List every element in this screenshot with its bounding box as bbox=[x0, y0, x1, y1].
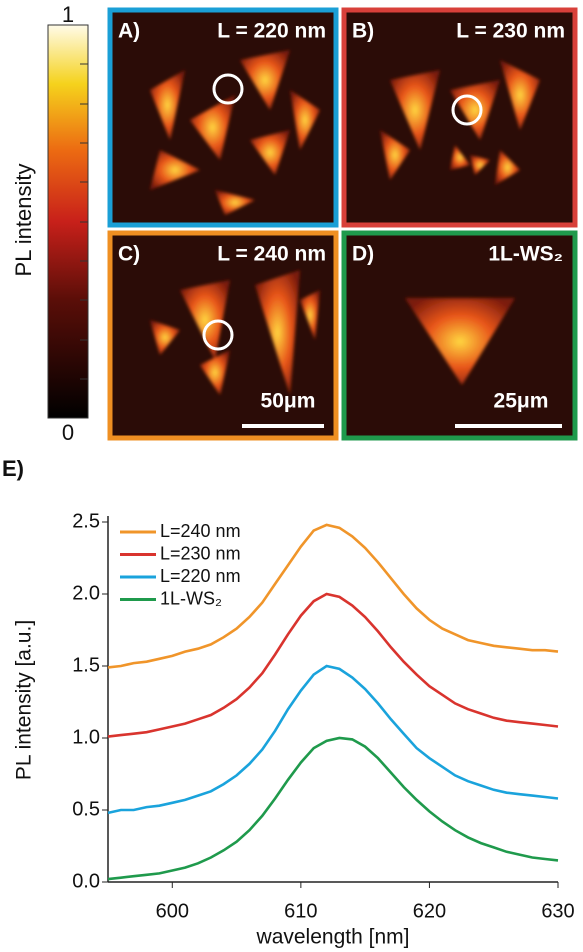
colorbar-max: 1 bbox=[62, 2, 74, 27]
series-line bbox=[107, 592, 559, 738]
panel-b-image bbox=[380, 60, 540, 185]
legend-label: L=230 nm bbox=[160, 543, 241, 563]
panel-title: 1L-WS₂ bbox=[488, 243, 563, 266]
x-tick-label: 630 bbox=[541, 900, 574, 922]
marker-circle bbox=[202, 319, 234, 351]
series-line bbox=[107, 736, 559, 881]
panel-label: C) bbox=[118, 243, 140, 266]
panel-d-image bbox=[405, 298, 515, 385]
panel-label: B) bbox=[352, 20, 374, 43]
scale-bar-label: 25μm bbox=[494, 390, 549, 413]
y-tick-label: 2.0 bbox=[72, 582, 100, 604]
colorbar-min: 0 bbox=[62, 420, 74, 445]
marker-circle bbox=[212, 73, 244, 105]
legend-label: L=240 nm bbox=[160, 521, 241, 541]
legend-label: 1L-WS₂ bbox=[160, 588, 222, 608]
y-tick-label: 0.5 bbox=[72, 798, 100, 820]
scale-bar-label: 50μm bbox=[261, 390, 316, 413]
panel-c-image bbox=[150, 270, 320, 395]
panel-title: L = 220 nm bbox=[217, 20, 326, 43]
y-tick-label: 1.0 bbox=[72, 726, 100, 748]
y-tick-label: 2.5 bbox=[72, 510, 100, 532]
x-tick-label: 610 bbox=[284, 900, 317, 922]
panel-a-image bbox=[150, 50, 320, 215]
panel bbox=[341, 230, 578, 441]
panel-title: L = 240 nm bbox=[217, 243, 326, 266]
colorbar-label: PL intensity bbox=[11, 164, 36, 277]
panel bbox=[341, 7, 578, 228]
panel-label: E) bbox=[2, 456, 24, 481]
panel-title: L = 230 nm bbox=[456, 20, 565, 43]
series-line bbox=[107, 523, 559, 669]
panel-label: A) bbox=[118, 20, 140, 43]
y-tick-label: 0.0 bbox=[72, 870, 100, 892]
panel-label: D) bbox=[352, 243, 374, 266]
x-tick-label: 620 bbox=[413, 900, 446, 922]
colorbar-ticks bbox=[80, 63, 88, 380]
marker-circle bbox=[451, 94, 483, 126]
series-line bbox=[107, 664, 559, 815]
legend-label: L=220 nm bbox=[160, 566, 241, 586]
x-tick-label: 600 bbox=[156, 900, 189, 922]
y-tick-label: 1.5 bbox=[72, 654, 100, 676]
y-axis-label: PL intensity [a.u.] bbox=[13, 620, 36, 780]
x-axis-label: wavelength [nm] bbox=[256, 926, 410, 949]
panel bbox=[107, 230, 339, 441]
